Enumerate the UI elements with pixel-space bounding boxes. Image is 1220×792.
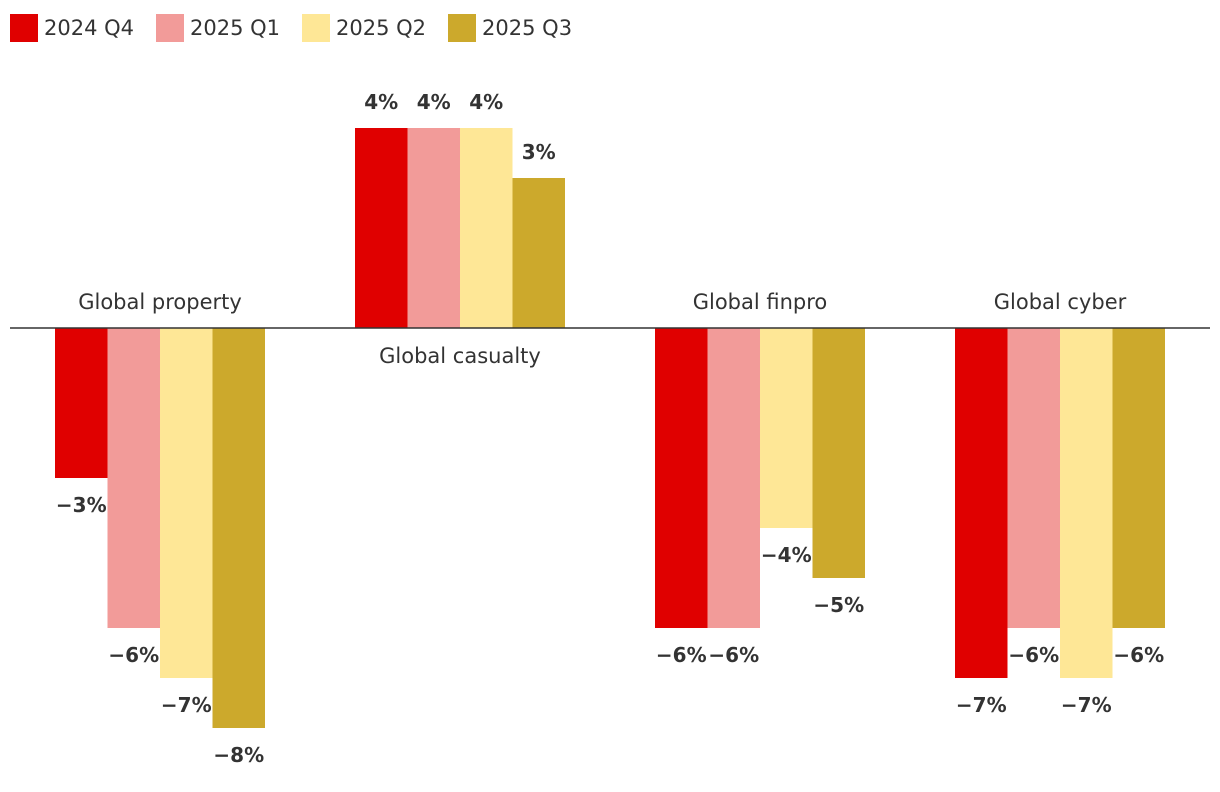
legend-label: 2025 Q2 (336, 16, 427, 40)
data-label: −3% (56, 493, 107, 517)
data-label: −8% (213, 743, 264, 767)
bar-global-cyber-2025-q3 (1112, 328, 1165, 628)
bar-global-property-2025-q2 (160, 328, 213, 678)
data-label: −5% (813, 593, 864, 617)
bar-global-finpro-2025-q2 (760, 328, 813, 528)
data-label: 4% (364, 90, 398, 114)
data-label: −6% (656, 643, 707, 667)
bar-global-property-2024-q4 (55, 328, 108, 478)
legend-swatch (448, 14, 477, 42)
bar-global-property-2025-q1 (107, 328, 160, 628)
data-label: −7% (956, 693, 1007, 717)
legend-item-2025-q3: 2025 Q3 (448, 14, 572, 42)
data-label: 4% (417, 90, 451, 114)
bar-global-casualty-2025-q1 (407, 128, 460, 328)
legend-label: 2025 Q3 (482, 16, 573, 40)
data-label: −6% (108, 643, 159, 667)
bar-global-finpro-2025-q3 (812, 328, 865, 578)
category-label: Global finpro (693, 290, 828, 314)
bar-global-cyber-2025-q1 (1007, 328, 1060, 628)
legend-item-2024-q4: 2024 Q4 (10, 14, 134, 42)
bar-global-casualty-2024-q4 (355, 128, 408, 328)
bar-global-finpro-2024-q4 (655, 328, 708, 628)
legend-label: 2025 Q1 (190, 16, 281, 40)
data-label: −7% (161, 693, 212, 717)
category-label: Global property (78, 290, 242, 314)
legend-label: 2024 Q4 (44, 16, 135, 40)
data-label: −7% (1061, 693, 1112, 717)
data-label: −6% (1008, 643, 1059, 667)
data-label: 4% (469, 90, 503, 114)
legend-item-2025-q1: 2025 Q1 (156, 14, 280, 42)
bar-global-cyber-2025-q2 (1060, 328, 1113, 678)
chart-legend: 2024 Q4 2025 Q1 2025 Q2 2025 Q3 (10, 12, 594, 44)
data-label: 3% (522, 140, 556, 164)
data-label: −6% (1113, 643, 1164, 667)
legend-swatch (10, 14, 38, 42)
bar-global-casualty-2025-q2 (460, 128, 513, 328)
legend-swatch (302, 14, 331, 42)
bar-global-casualty-2025-q3 (512, 178, 565, 328)
legend-item-2025-q2: 2025 Q2 (302, 14, 426, 42)
bar-global-cyber-2024-q4 (955, 328, 1008, 678)
data-label: −6% (708, 643, 759, 667)
legend-swatch (156, 14, 185, 42)
bar-global-finpro-2025-q1 (707, 328, 760, 628)
category-label: Global cyber (994, 290, 1127, 314)
category-label: Global casualty (379, 344, 541, 368)
bar-global-property-2025-q3 (212, 328, 265, 728)
data-label: −4% (761, 543, 812, 567)
